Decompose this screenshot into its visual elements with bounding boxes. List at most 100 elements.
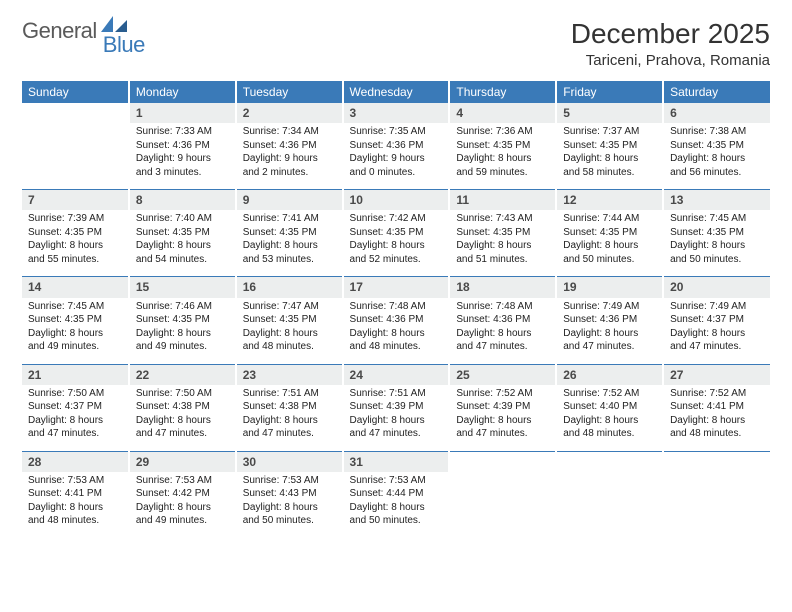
day-number: 12 [557, 190, 662, 210]
daylight-text: Daylight: 8 hours and 49 minutes. [136, 501, 229, 528]
day-body: Sunrise: 7:49 AMSunset: 4:37 PMDaylight:… [664, 298, 770, 364]
daylight-text: Daylight: 8 hours and 50 minutes. [350, 501, 443, 528]
logo-text-part1: General [22, 18, 97, 44]
day-number: 24 [344, 365, 449, 385]
day-number: 16 [237, 277, 342, 297]
day-cell: 1Sunrise: 7:33 AMSunset: 4:36 PMDaylight… [129, 103, 236, 190]
sunrise-text: Sunrise: 7:49 AM [563, 300, 656, 314]
week-row: 21Sunrise: 7:50 AMSunset: 4:37 PMDayligh… [22, 364, 770, 451]
day-body: Sunrise: 7:34 AMSunset: 4:36 PMDaylight:… [237, 123, 342, 189]
day-cell: 11Sunrise: 7:43 AMSunset: 4:35 PMDayligh… [449, 190, 556, 277]
day-body: Sunrise: 7:46 AMSunset: 4:35 PMDaylight:… [130, 298, 235, 364]
day-header: Monday [129, 81, 236, 103]
day-number: 13 [664, 190, 770, 210]
sunrise-text: Sunrise: 7:41 AM [243, 212, 336, 226]
day-cell: 4Sunrise: 7:36 AMSunset: 4:35 PMDaylight… [449, 103, 556, 190]
day-body: Sunrise: 7:45 AMSunset: 4:35 PMDaylight:… [664, 210, 770, 276]
day-body: Sunrise: 7:36 AMSunset: 4:35 PMDaylight:… [450, 123, 555, 189]
day-body: Sunrise: 7:53 AMSunset: 4:42 PMDaylight:… [130, 472, 235, 538]
location: Tariceni, Prahova, Romania [571, 52, 770, 69]
daylight-text: Daylight: 8 hours and 53 minutes. [243, 239, 336, 266]
week-row: 1Sunrise: 7:33 AMSunset: 4:36 PMDaylight… [22, 103, 770, 190]
day-number: 8 [130, 190, 235, 210]
sunrise-text: Sunrise: 7:45 AM [28, 300, 122, 314]
daylight-text: Daylight: 8 hours and 52 minutes. [350, 239, 443, 266]
day-cell: 17Sunrise: 7:48 AMSunset: 4:36 PMDayligh… [343, 277, 450, 364]
day-body: Sunrise: 7:47 AMSunset: 4:35 PMDaylight:… [237, 298, 342, 364]
day-cell: 12Sunrise: 7:44 AMSunset: 4:35 PMDayligh… [556, 190, 663, 277]
day-header-row: Sunday Monday Tuesday Wednesday Thursday… [22, 81, 770, 103]
day-header: Friday [556, 81, 663, 103]
day-body: Sunrise: 7:41 AMSunset: 4:35 PMDaylight:… [237, 210, 342, 276]
week-row: 28Sunrise: 7:53 AMSunset: 4:41 PMDayligh… [22, 451, 770, 538]
sunset-text: Sunset: 4:35 PM [350, 226, 443, 240]
daylight-text: Daylight: 8 hours and 50 minutes. [670, 239, 764, 266]
day-number: 27 [664, 365, 770, 385]
sunset-text: Sunset: 4:38 PM [136, 400, 229, 414]
sunrise-text: Sunrise: 7:45 AM [670, 212, 764, 226]
daylight-text: Daylight: 8 hours and 51 minutes. [456, 239, 549, 266]
day-header: Sunday [22, 81, 129, 103]
sunrise-text: Sunrise: 7:48 AM [350, 300, 443, 314]
sunrise-text: Sunrise: 7:50 AM [28, 387, 122, 401]
day-body: Sunrise: 7:40 AMSunset: 4:35 PMDaylight:… [130, 210, 235, 276]
day-number: 25 [450, 365, 555, 385]
day-cell: 8Sunrise: 7:40 AMSunset: 4:35 PMDaylight… [129, 190, 236, 277]
daylight-text: Daylight: 8 hours and 48 minutes. [28, 501, 122, 528]
day-cell: 24Sunrise: 7:51 AMSunset: 4:39 PMDayligh… [343, 364, 450, 451]
sunrise-text: Sunrise: 7:52 AM [456, 387, 549, 401]
sunrise-text: Sunrise: 7:46 AM [136, 300, 229, 314]
header: General Blue December 2025 Tariceni, Pra… [22, 18, 770, 69]
sunrise-text: Sunrise: 7:44 AM [563, 212, 656, 226]
day-body: Sunrise: 7:48 AMSunset: 4:36 PMDaylight:… [344, 298, 449, 364]
sunset-text: Sunset: 4:44 PM [350, 487, 443, 501]
sunrise-text: Sunrise: 7:53 AM [243, 474, 336, 488]
daylight-text: Daylight: 8 hours and 47 minutes. [136, 414, 229, 441]
sunset-text: Sunset: 4:43 PM [243, 487, 336, 501]
sunrise-text: Sunrise: 7:49 AM [670, 300, 764, 314]
day-number: 14 [22, 277, 128, 297]
day-body: Sunrise: 7:51 AMSunset: 4:39 PMDaylight:… [344, 385, 449, 451]
sunset-text: Sunset: 4:39 PM [456, 400, 549, 414]
daylight-text: Daylight: 8 hours and 55 minutes. [28, 239, 122, 266]
sunset-text: Sunset: 4:35 PM [28, 226, 122, 240]
day-cell: 5Sunrise: 7:37 AMSunset: 4:35 PMDaylight… [556, 103, 663, 190]
sunset-text: Sunset: 4:35 PM [243, 226, 336, 240]
sunset-text: Sunset: 4:35 PM [243, 313, 336, 327]
sunset-text: Sunset: 4:37 PM [28, 400, 122, 414]
day-cell: 23Sunrise: 7:51 AMSunset: 4:38 PMDayligh… [236, 364, 343, 451]
day-number: 3 [344, 103, 449, 123]
day-cell: 6Sunrise: 7:38 AMSunset: 4:35 PMDaylight… [663, 103, 770, 190]
day-cell: 14Sunrise: 7:45 AMSunset: 4:35 PMDayligh… [22, 277, 129, 364]
sunset-text: Sunset: 4:39 PM [350, 400, 443, 414]
daylight-text: Daylight: 8 hours and 59 minutes. [456, 152, 549, 179]
sunset-text: Sunset: 4:36 PM [350, 313, 443, 327]
sunrise-text: Sunrise: 7:39 AM [28, 212, 122, 226]
sunset-text: Sunset: 4:37 PM [670, 313, 764, 327]
logo: General Blue [22, 18, 171, 44]
day-number: 15 [130, 277, 235, 297]
sunset-text: Sunset: 4:36 PM [243, 139, 336, 153]
sunrise-text: Sunrise: 7:47 AM [243, 300, 336, 314]
daylight-text: Daylight: 8 hours and 47 minutes. [670, 327, 764, 354]
day-cell [556, 451, 663, 538]
day-cell: 26Sunrise: 7:52 AMSunset: 4:40 PMDayligh… [556, 364, 663, 451]
sunrise-text: Sunrise: 7:40 AM [136, 212, 229, 226]
sunset-text: Sunset: 4:35 PM [563, 226, 656, 240]
day-number: 2 [237, 103, 342, 123]
sunrise-text: Sunrise: 7:53 AM [28, 474, 122, 488]
day-number: 6 [664, 103, 770, 123]
day-cell: 15Sunrise: 7:46 AMSunset: 4:35 PMDayligh… [129, 277, 236, 364]
day-body: Sunrise: 7:49 AMSunset: 4:36 PMDaylight:… [557, 298, 662, 364]
day-number: 9 [237, 190, 342, 210]
daylight-text: Daylight: 9 hours and 3 minutes. [136, 152, 229, 179]
title-block: December 2025 Tariceni, Prahova, Romania [571, 18, 770, 69]
sunrise-text: Sunrise: 7:36 AM [456, 125, 549, 139]
day-cell: 25Sunrise: 7:52 AMSunset: 4:39 PMDayligh… [449, 364, 556, 451]
daylight-text: Daylight: 8 hours and 47 minutes. [243, 414, 336, 441]
day-body: Sunrise: 7:53 AMSunset: 4:43 PMDaylight:… [237, 472, 342, 538]
sunrise-text: Sunrise: 7:52 AM [563, 387, 656, 401]
day-header: Tuesday [236, 81, 343, 103]
day-number: 7 [22, 190, 128, 210]
day-header: Thursday [449, 81, 556, 103]
